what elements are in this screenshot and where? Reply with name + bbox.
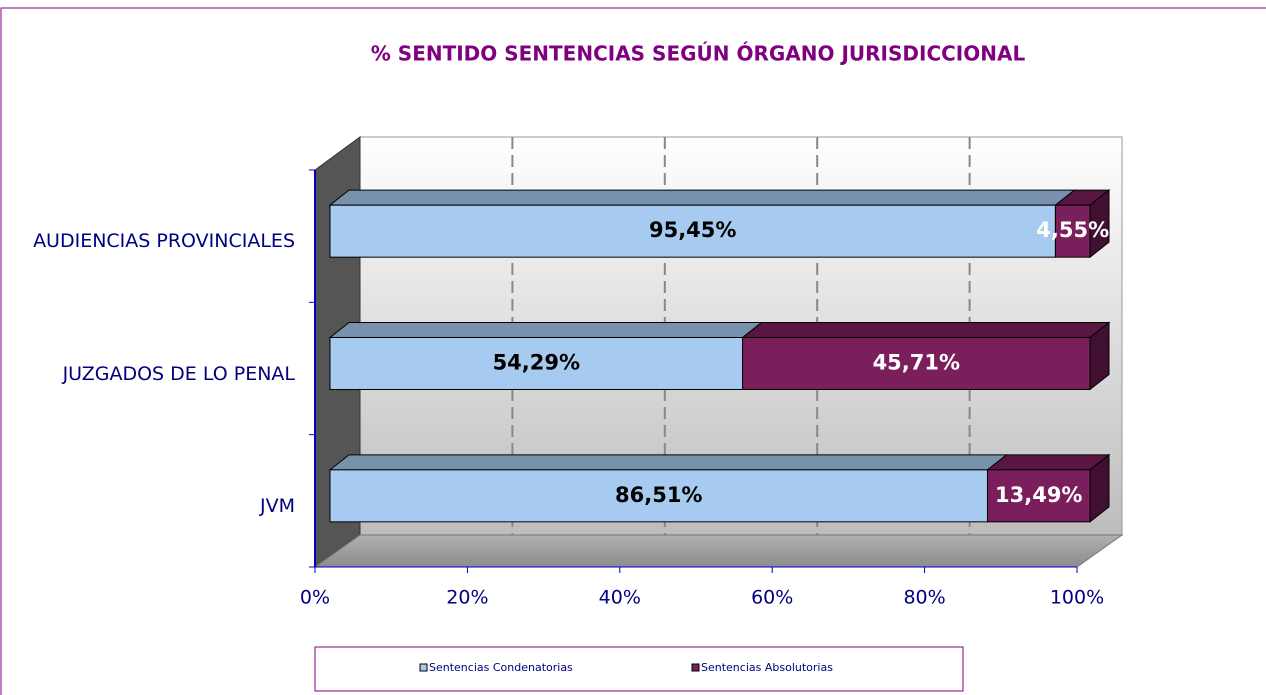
bar-top <box>986 454 1111 471</box>
bar <box>329 337 744 390</box>
bar <box>329 469 988 523</box>
legend-swatch <box>419 663 428 672</box>
x-tick-label: 80% <box>903 587 945 609</box>
frame <box>0 7 1266 695</box>
legend-label: Sentencias Condenatorias <box>429 661 573 674</box>
value-label: 45,71% <box>873 351 960 375</box>
value-label: 13,49% <box>995 483 1082 507</box>
bar-top <box>328 189 1076 206</box>
legend-swatch <box>691 663 700 672</box>
floor <box>313 534 1124 568</box>
x-tick-label: 40% <box>599 587 641 609</box>
bar-top <box>328 454 1008 471</box>
value-label: 86,51% <box>615 483 702 507</box>
legend <box>314 646 964 692</box>
bar-top <box>741 322 1111 338</box>
bar-side <box>1089 321 1110 391</box>
bar-side <box>1089 453 1110 523</box>
bar-side <box>1089 189 1110 259</box>
bar <box>329 204 1056 258</box>
x-tick-label: 0% <box>300 587 330 609</box>
y-tick-label: JUZGADOS DE LO PENAL <box>62 362 295 385</box>
chart-title: % SENTIDO SENTENCIAS SEGÚN ÓRGANO JURISD… <box>371 42 1026 66</box>
y-tick-label: JVM <box>260 494 295 517</box>
x-tick-label: 100% <box>1050 587 1104 609</box>
y-tick-label: AUDIENCIAS PROVINCIALES <box>33 230 295 253</box>
bar <box>986 469 1091 523</box>
value-label: 95,45% <box>649 218 736 242</box>
bar-top <box>328 322 764 338</box>
x-tick-label: 20% <box>446 587 488 609</box>
value-label: 54,29% <box>493 351 580 375</box>
value-label: 4,55% <box>1036 218 1109 242</box>
x-tick-label: 60% <box>751 587 793 609</box>
bar <box>742 337 1091 390</box>
legend-label: Sentencias Absolutorias <box>701 661 833 674</box>
